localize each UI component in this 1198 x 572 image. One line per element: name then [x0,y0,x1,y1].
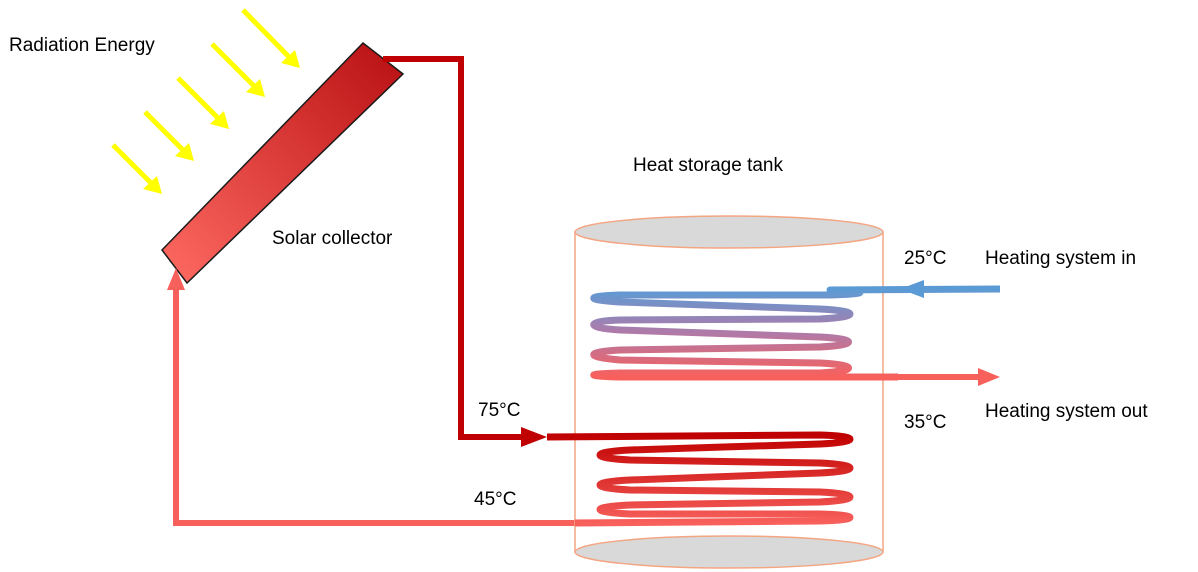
solar-coil [546,431,854,527]
ray-arrowhead-icon [281,50,300,68]
temp-heating-in-label: 25°C [904,248,946,269]
hot-supply-pipe [383,56,523,440]
ray-arrowhead-icon [210,111,229,129]
heat-storage-tank-label: Heat storage tank [633,155,783,176]
solar-collector-panel [161,41,405,285]
heating-out-arrowhead-icon [978,368,1000,386]
solar-collector-label: Solar collector [272,228,393,249]
heating-system-out-label: Heating system out [985,401,1148,422]
radiation-energy-label: Radiation Energy [9,35,155,56]
radiation-rays [111,8,300,194]
tank-bottom-cap [574,535,884,569]
hot-supply-arrowhead-icon [521,427,547,447]
ray-arrowhead-icon [246,79,265,97]
return-pipe [173,285,575,526]
temp-hot-in-label: 75°C [478,400,520,421]
ray-arrowhead-icon [143,176,162,194]
return-arrowhead-icon [167,268,185,290]
ray-arrow [210,42,259,91]
ray-arrow [241,8,294,62]
heating-system-in-label: Heating system in [985,248,1136,269]
temp-heating-out-label: 35°C [904,412,946,433]
ray-arrowhead-icon [175,143,194,161]
heat-storage-tank [574,215,884,569]
ray-arrow [143,110,188,155]
temp-return-label: 45°C [474,489,516,510]
ray-arrow [176,76,223,123]
heating-coil [590,285,1001,381]
tank-top-cap [574,215,884,249]
heating-in-arrowhead-icon [900,280,924,298]
ray-arrow [111,143,156,188]
